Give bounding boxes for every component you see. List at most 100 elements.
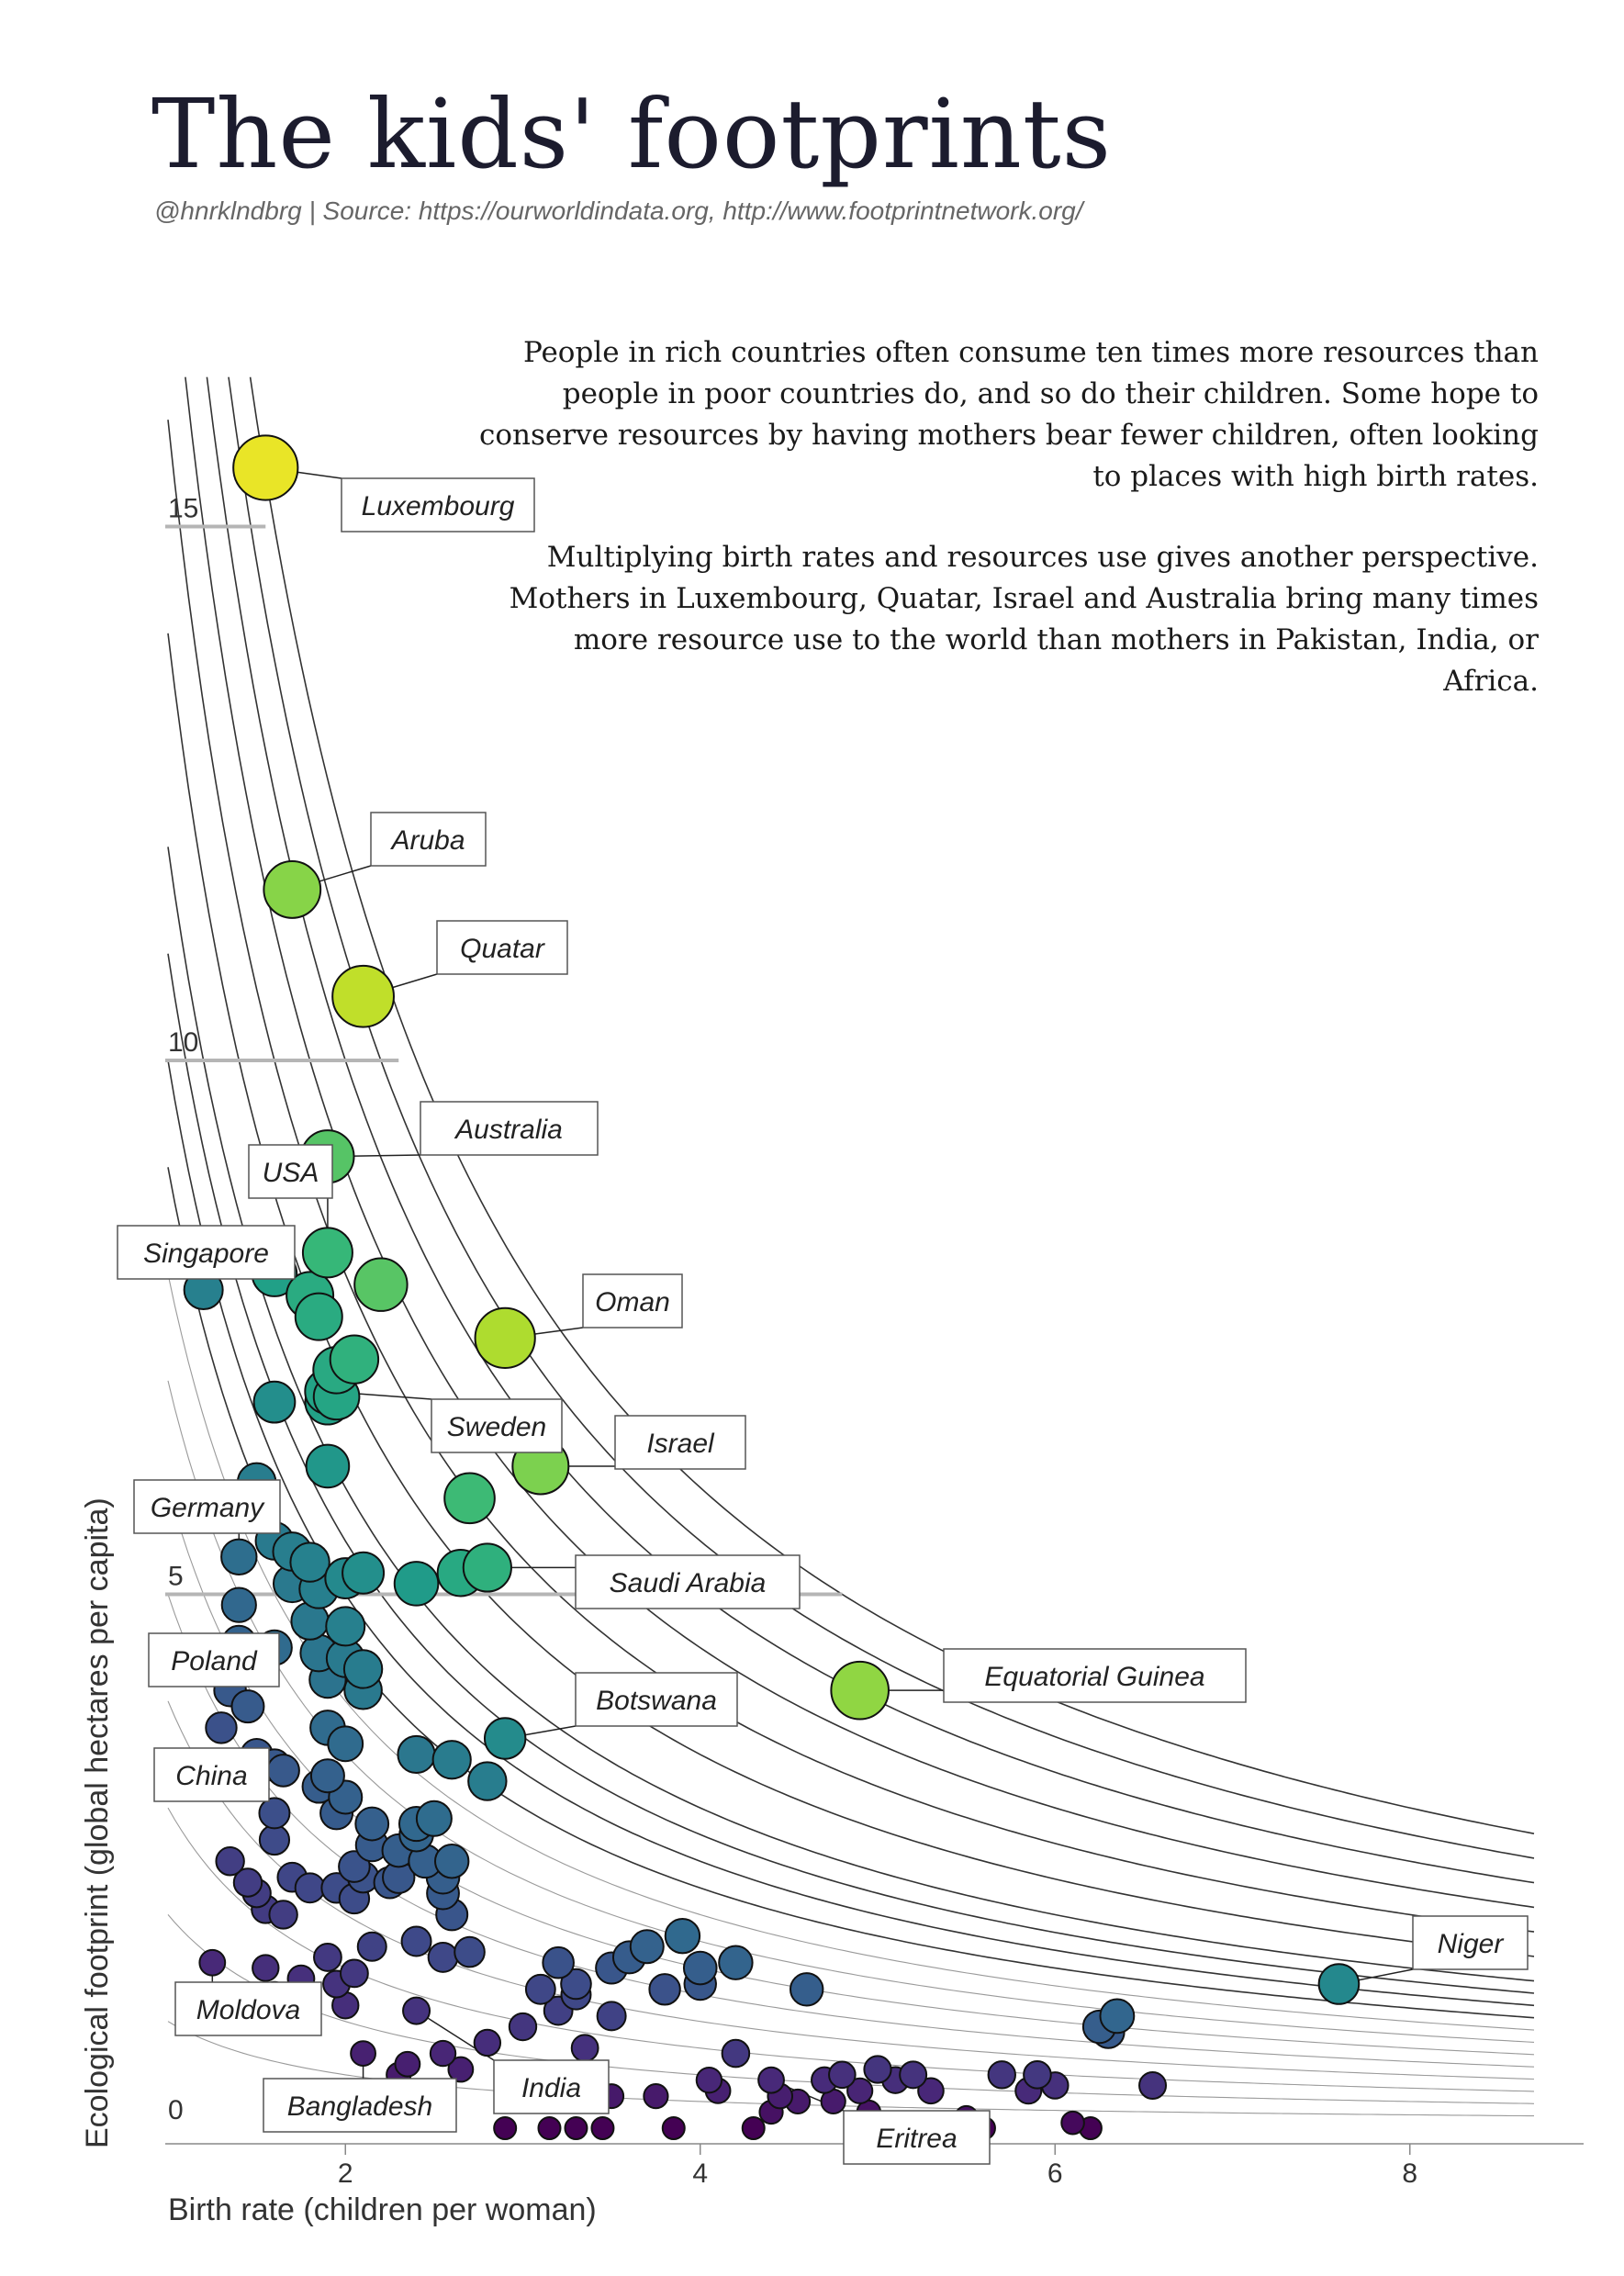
point-labels: Luxembourg Aruba Quatar Australia USA Singapo… xyxy=(117,477,1529,2165)
data-point xyxy=(342,1649,384,1689)
data-point xyxy=(643,2083,669,2110)
point-label-germany: Germany xyxy=(133,1479,281,1534)
data-point xyxy=(215,1846,245,1877)
iso-curve xyxy=(167,1700,1535,2080)
data-point xyxy=(353,1257,409,1312)
point-label-niger: Niger xyxy=(1412,1915,1529,1970)
data-point xyxy=(596,2001,627,2032)
y-tick-label: 0 xyxy=(168,2095,184,2125)
data-point xyxy=(258,1823,291,1856)
iso-curve xyxy=(167,1380,1535,2043)
data-point xyxy=(661,2116,686,2140)
point-label-quatar: Quatar xyxy=(436,920,568,975)
data-point xyxy=(917,2077,945,2105)
data-point xyxy=(415,1799,453,1837)
data-point xyxy=(263,860,322,919)
data-point xyxy=(427,1942,459,1973)
iso-curve xyxy=(167,846,1535,1982)
data-point xyxy=(356,1931,387,1962)
data-point xyxy=(232,434,299,501)
point-label-moldova: Moldova xyxy=(174,1981,322,2036)
data-point xyxy=(252,1954,280,1982)
data-point xyxy=(542,1945,575,1979)
iso-curve xyxy=(167,420,1535,1933)
data-point xyxy=(629,1929,665,1965)
svg-text:Bangladesh: Bangladesh xyxy=(287,2091,432,2122)
iso-curve xyxy=(185,376,1535,1909)
intro-paragraph-2: Multiplying birth rates and resources us… xyxy=(509,541,1539,698)
data-point xyxy=(560,1968,592,2001)
point-label-poland: Poland xyxy=(148,1632,280,1687)
iso-curve xyxy=(249,376,1535,1834)
point-label-equatorial-guinea: Equatorial Guinea xyxy=(943,1648,1247,1703)
data-point xyxy=(664,1917,701,1955)
data-point xyxy=(790,1972,824,2007)
data-point xyxy=(570,2034,599,2063)
data-point xyxy=(846,2077,874,2104)
data-point xyxy=(828,2060,857,2090)
data-point xyxy=(294,1872,326,1904)
svg-text:Singapore: Singapore xyxy=(143,1239,269,1269)
data-point xyxy=(462,1542,512,1593)
data-point xyxy=(198,1948,227,1977)
iso-curves xyxy=(167,376,1535,2117)
iso-curve xyxy=(167,1807,1535,2092)
data-point xyxy=(230,1689,265,1724)
data-point xyxy=(350,2040,376,2067)
data-point xyxy=(301,1227,353,1279)
data-point xyxy=(220,1538,258,1575)
data-point xyxy=(830,1660,890,1721)
iso-curve xyxy=(167,633,1535,1957)
svg-text:Quatar: Quatar xyxy=(460,934,545,964)
point-label-china: China xyxy=(153,1747,270,1802)
data-point xyxy=(447,2056,475,2083)
data-point xyxy=(467,1761,508,1801)
point-label-singapore: Singapore xyxy=(117,1225,296,1280)
data-point xyxy=(268,1900,298,1930)
data-point xyxy=(397,1734,436,1775)
data-point xyxy=(342,1551,386,1595)
data-point xyxy=(682,1950,718,1986)
data-point xyxy=(454,1935,486,1968)
data-point xyxy=(987,2060,1016,2090)
iso-curve xyxy=(167,1167,1535,2019)
svg-text:Sweden: Sweden xyxy=(447,1412,546,1442)
y-tick-label: 5 xyxy=(168,1562,184,1592)
svg-text:China: China xyxy=(175,1761,247,1791)
x-tick-label: 6 xyxy=(1047,2158,1063,2189)
data-point xyxy=(648,1973,681,2006)
point-label-botswana: Botswana xyxy=(575,1672,738,1727)
data-point xyxy=(434,1844,470,1879)
iso-curve xyxy=(206,376,1535,1884)
data-point xyxy=(394,2050,421,2078)
data-point xyxy=(325,1606,366,1647)
data-point xyxy=(252,1380,297,1424)
data-point xyxy=(429,2039,457,2068)
chart-title: The kids' footprints xyxy=(151,78,1113,190)
point-label-india: India xyxy=(493,2059,610,2114)
svg-text:Aruba: Aruba xyxy=(389,825,465,856)
data-point xyxy=(474,1306,536,1369)
data-point xyxy=(393,1561,440,1607)
data-point xyxy=(400,1925,432,1957)
svg-text:Australia: Australia xyxy=(454,1115,563,1145)
data-point xyxy=(473,2028,502,2057)
data-point xyxy=(327,1725,364,1763)
data-point xyxy=(309,1758,345,1794)
data-point xyxy=(718,1945,754,1980)
data-point xyxy=(354,1806,390,1842)
data-points xyxy=(183,434,1361,2140)
data-point xyxy=(331,964,395,1028)
data-point xyxy=(402,1996,431,2025)
point-label-oman: Oman xyxy=(582,1273,683,1329)
x-tick-label: 4 xyxy=(692,2158,708,2189)
iso-curve xyxy=(167,1060,1535,2007)
data-point xyxy=(524,1973,556,2005)
data-point xyxy=(340,1958,369,1989)
point-label-eritrea: Eritrea xyxy=(843,2110,991,2165)
data-point xyxy=(289,1542,330,1583)
point-label-usa: USA xyxy=(248,1144,333,1199)
svg-text:Moldova: Moldova xyxy=(196,1995,300,2025)
svg-text:Luxembourg: Luxembourg xyxy=(362,491,515,521)
